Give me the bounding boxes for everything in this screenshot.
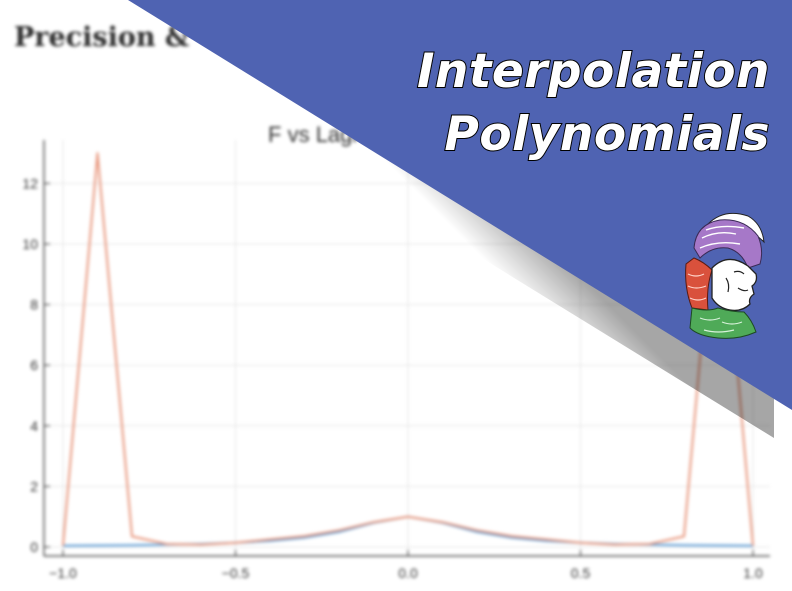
y-tick-label: 0 [30,539,38,555]
x-tick-label: 1.0 [743,565,763,581]
x-tick-label: −1.0 [49,565,77,581]
banner-title-line-2: Polynomials [443,106,770,163]
y-tick-label: 10 [22,236,38,252]
x-tick-label: 0.5 [571,565,591,581]
banner-triangle [128,0,792,410]
chart-labels: −1.0 −0.5 0.0 0.5 1.0 0 2 4 6 8 10 12 [22,175,763,581]
series-line-2 [62,152,754,546]
chart-series [62,152,754,547]
y-tick-label: 4 [30,418,38,434]
y-tick-label: 12 [22,175,38,191]
x-tick-label: −0.5 [222,565,250,581]
y-tick-label: 8 [30,297,38,313]
y-tick-label: 2 [30,478,38,494]
chart-axes [43,140,770,557]
athena-head-logo [685,212,765,339]
banner-title: Interpolation Polynomials [416,40,771,166]
x-tick-label: 0.0 [398,565,418,581]
banner-title-line-1: Interpolation [416,43,771,100]
y-tick-label: 6 [30,357,38,373]
